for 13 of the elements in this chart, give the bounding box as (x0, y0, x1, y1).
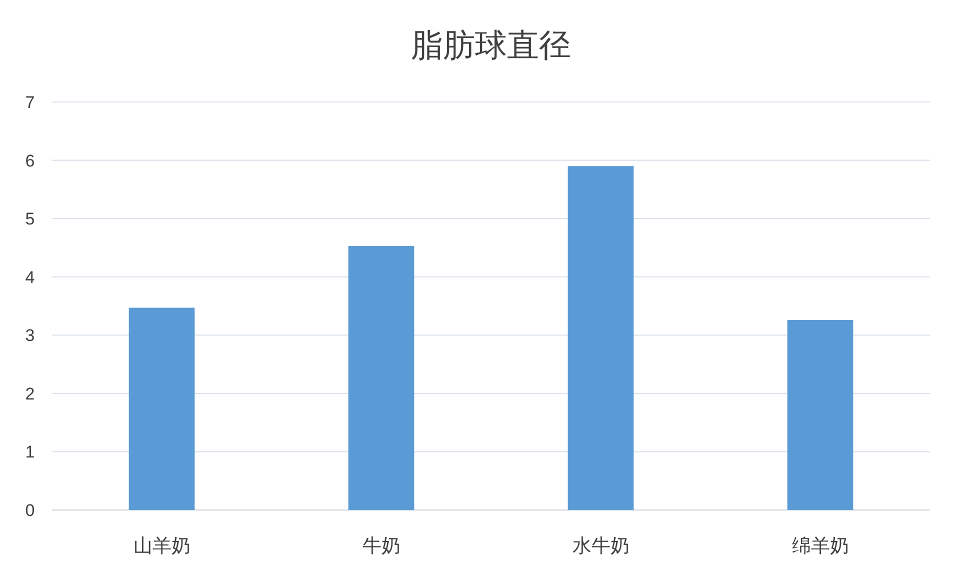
y-tick-label: 0 (25, 501, 35, 520)
x-tick-label: 牛奶 (362, 536, 400, 557)
y-tick-label: 1 (25, 442, 35, 462)
x-tick-label: 山羊奶 (133, 536, 190, 557)
y-tick-label: 4 (25, 268, 35, 287)
y-tick-label: 6 (25, 151, 35, 170)
y-tick-label: 5 (25, 210, 35, 229)
y-tick-label: 2 (25, 384, 35, 404)
title: 脂肪球直径 (411, 27, 571, 63)
y-tick-label: 3 (25, 326, 35, 346)
x-tick-label: 绵羊奶 (792, 536, 849, 557)
y-tick-label: 7 (25, 93, 35, 112)
x-tick-label: 水牛奶 (572, 536, 630, 557)
